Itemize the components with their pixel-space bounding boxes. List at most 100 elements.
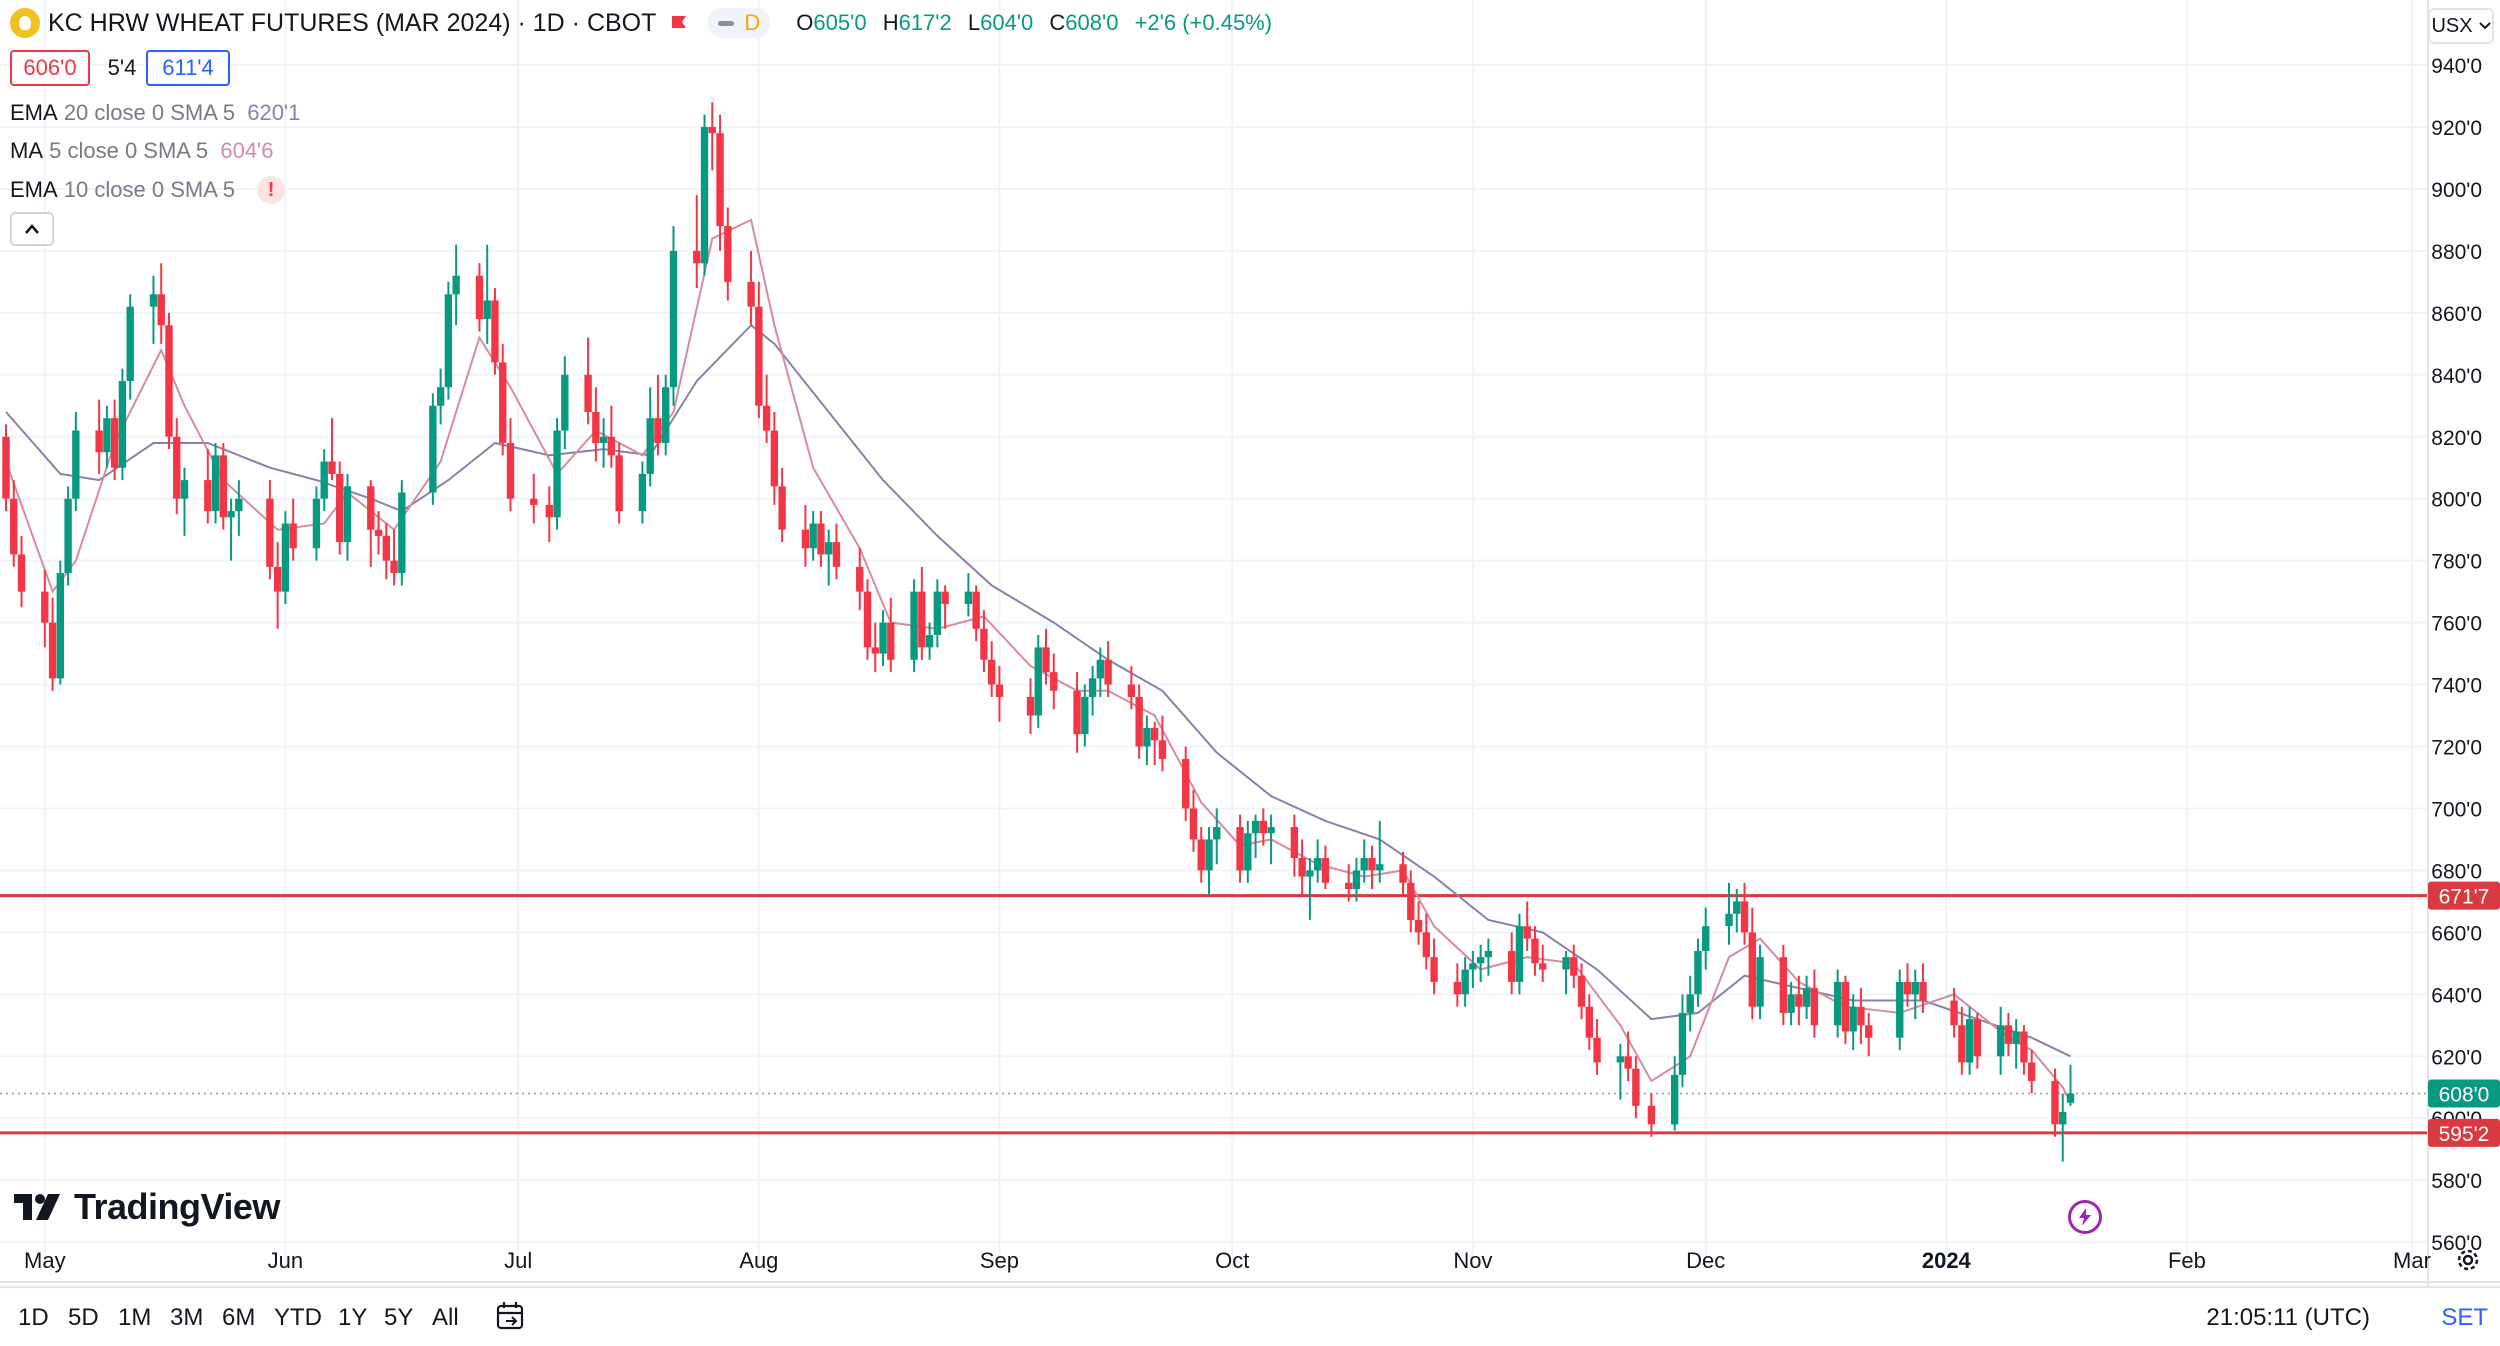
candle-down — [1795, 975, 1803, 1026]
candle-down — [863, 579, 872, 660]
plot-area[interactable] — [0, 0, 2428, 1270]
candle-body — [1189, 808, 1198, 840]
candle-down — [1127, 665, 1136, 710]
candle-down — [995, 665, 1004, 722]
candle-up — [1034, 635, 1042, 728]
candle-up — [1352, 858, 1361, 902]
indicator-ma5[interactable]: MA 5 close 0 SMA 5 604'6 — [10, 138, 274, 164]
candle-down — [530, 473, 538, 524]
low-label: L — [967, 10, 981, 35]
utc-clock[interactable]: 21:05:11 (UTC) — [2206, 1304, 2370, 1331]
range-all-button[interactable]: All — [432, 1304, 459, 1331]
candle-body — [856, 566, 864, 592]
candle-up — [1911, 969, 1919, 1020]
range-ytd-button[interactable]: YTD — [274, 1304, 322, 1331]
delay-badge[interactable]: D — [708, 8, 771, 38]
candle-body — [2004, 1025, 2013, 1044]
candle-up — [1694, 938, 1702, 1007]
candle-down — [1430, 938, 1438, 995]
candle-up — [1686, 975, 1694, 1032]
candle-up — [669, 226, 678, 406]
candle-down — [856, 548, 864, 611]
tradingview-logo[interactable]: TradingView — [14, 1186, 280, 1228]
candle-up — [1081, 684, 1089, 747]
price-badge-bg — [2428, 1079, 2500, 1108]
candle-up — [1376, 820, 1384, 883]
date-range-icon[interactable] — [494, 1300, 528, 1334]
candle-body — [1135, 696, 1143, 747]
x-tick-label: Sep — [980, 1248, 1019, 1273]
candle-up — [1143, 715, 1151, 766]
candle-up — [1267, 814, 1275, 865]
buy-price-button[interactable]: 611'4 — [146, 50, 230, 86]
candle-body — [1686, 994, 1694, 1013]
range-1m-button[interactable]: 1M — [118, 1304, 152, 1331]
candle-body — [1733, 901, 1741, 914]
y-tick-label: 660'0 — [2431, 922, 2482, 945]
candle-down — [1368, 845, 1376, 889]
candle-up — [1213, 808, 1221, 865]
candle-body — [320, 461, 328, 499]
indicator-ema10[interactable]: EMA 10 close 0 SMA 5 ! — [10, 176, 286, 204]
range-5d-button[interactable]: 5D — [68, 1304, 99, 1331]
chart-header: KC HRW WHEAT FUTURES (MAR 2024) · 1D · C… — [10, 8, 1282, 38]
range-3m-button[interactable]: 3M — [170, 1304, 204, 1331]
candle-body — [1787, 994, 1795, 1013]
currency-selector[interactable]: USX — [2428, 8, 2494, 44]
candle-body — [1616, 1056, 1625, 1063]
candle-body — [910, 591, 918, 660]
lightning-icon[interactable] — [2068, 1200, 2102, 1234]
candle-body — [1950, 1000, 1958, 1026]
range-6m-button[interactable]: 6M — [222, 1304, 256, 1331]
price-badge-label: 671'7 — [2439, 886, 2490, 909]
candle-body — [1158, 740, 1167, 759]
y-tick-label: 940'0 — [2431, 55, 2482, 78]
candle-body — [2059, 1112, 2067, 1125]
candle-up — [933, 579, 942, 648]
indicator-ema20[interactable]: EMA 20 close 0 SMA 5 620'1 — [10, 100, 300, 126]
candle-body — [444, 294, 453, 388]
range-5y-button[interactable]: 5Y — [384, 1304, 414, 1331]
sell-price-button[interactable]: 606'0 — [10, 50, 90, 86]
candle-body — [1795, 994, 1803, 1007]
indicator-value: 604'6 — [220, 138, 274, 163]
candle-down — [2051, 1068, 2059, 1137]
candle-down — [173, 418, 181, 515]
symbol-title[interactable]: KC HRW WHEAT FUTURES (MAR 2024) · 1D · C… — [48, 8, 657, 37]
candle-up — [879, 610, 887, 666]
candle-body — [483, 300, 491, 320]
candle-body — [390, 560, 398, 574]
candle-up — [1306, 858, 1314, 920]
bottom-toolbar: 1D 5D 1M 3M 6M YTD 1Y 5Y All 21:05:11 (U… — [0, 1286, 2500, 1346]
candle-body — [1376, 864, 1384, 871]
collapse-legend-button[interactable] — [10, 212, 54, 246]
candle-up — [281, 511, 290, 605]
candle-down — [10, 480, 18, 567]
flag-icon[interactable] — [670, 14, 688, 32]
candle-body — [1523, 926, 1531, 939]
candle-down — [1531, 926, 1539, 976]
candle-down — [328, 418, 336, 481]
candle-body — [879, 622, 887, 654]
range-1y-button[interactable]: 1Y — [338, 1304, 368, 1331]
candle-body — [382, 535, 390, 561]
candle-body — [1694, 950, 1702, 995]
candle-up — [1096, 647, 1105, 697]
candle-up — [1562, 950, 1570, 995]
candle-down — [219, 442, 228, 530]
candle-body — [941, 591, 949, 605]
session-button[interactable]: SET — [2441, 1304, 2488, 1331]
range-1d-button[interactable]: 1D — [18, 1304, 49, 1331]
candle-down — [475, 263, 484, 332]
candle-down — [801, 504, 810, 567]
gear-icon[interactable] — [2454, 1246, 2482, 1274]
warning-icon[interactable]: ! — [257, 176, 286, 204]
candle-up — [126, 294, 134, 400]
candle-body — [1360, 858, 1368, 871]
candle-body — [1127, 684, 1136, 697]
candle-body — [491, 300, 499, 363]
candle-body — [832, 542, 841, 567]
candle-body — [1973, 1019, 1982, 1057]
candle-body — [506, 442, 515, 499]
